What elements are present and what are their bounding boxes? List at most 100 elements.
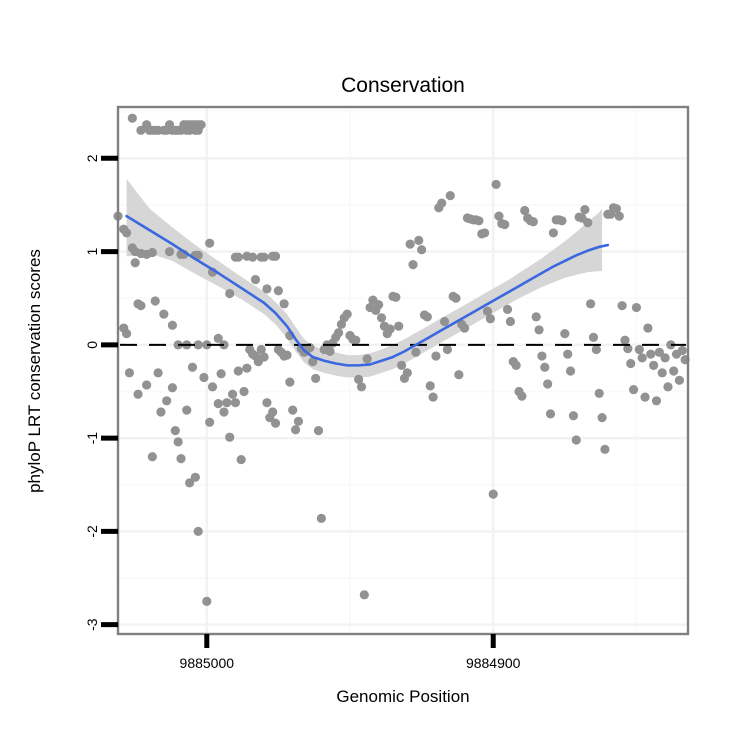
data-point xyxy=(643,323,653,333)
data-point xyxy=(342,309,352,319)
data-point xyxy=(482,306,493,316)
data-point xyxy=(611,204,621,214)
data-point xyxy=(121,329,132,339)
data-point xyxy=(674,375,685,385)
y-tick-label: -1 xyxy=(84,432,100,445)
data-point xyxy=(259,252,269,262)
data-point xyxy=(439,316,450,327)
data-point xyxy=(394,321,404,331)
data-point xyxy=(279,299,289,309)
data-point xyxy=(657,368,667,378)
y-tick-label: -3 xyxy=(84,618,100,631)
data-point xyxy=(531,312,541,322)
data-point xyxy=(617,301,627,311)
data-point xyxy=(311,373,321,384)
data-point xyxy=(239,386,249,397)
data-point xyxy=(502,304,513,315)
data-point xyxy=(474,216,484,226)
data-point xyxy=(431,351,441,361)
data-point xyxy=(565,366,576,376)
data-point xyxy=(205,417,215,427)
data-point xyxy=(586,299,596,309)
data-point xyxy=(136,125,146,135)
data-point xyxy=(202,340,212,350)
data-point xyxy=(534,325,544,335)
data-point xyxy=(597,413,607,423)
x-axis-title: Genomic Position xyxy=(336,687,469,706)
data-point xyxy=(654,347,664,357)
data-point xyxy=(494,211,504,221)
data-point xyxy=(193,250,203,260)
data-point xyxy=(193,526,203,537)
data-point xyxy=(124,368,135,378)
data-point xyxy=(560,329,570,339)
data-point xyxy=(666,340,676,350)
data-point xyxy=(396,360,407,370)
data-point xyxy=(660,353,670,363)
data-point xyxy=(480,228,490,238)
data-point xyxy=(408,260,418,270)
data-point xyxy=(233,366,243,376)
data-point xyxy=(225,432,235,442)
data-point xyxy=(351,335,361,345)
data-point xyxy=(459,323,470,333)
data-point xyxy=(313,426,324,436)
data-point xyxy=(333,328,344,338)
data-point xyxy=(273,286,283,296)
data-point xyxy=(405,239,415,249)
data-point xyxy=(580,205,590,215)
y-axis-ticks: 2 1 0 -1 -2 -3 xyxy=(84,154,118,631)
data-point xyxy=(511,360,521,370)
data-point xyxy=(233,252,243,262)
data-point xyxy=(170,426,180,436)
data-point xyxy=(631,302,642,313)
data-point xyxy=(121,228,132,238)
data-point xyxy=(356,382,367,392)
data-point xyxy=(285,377,295,387)
data-point xyxy=(262,284,272,294)
data-point xyxy=(626,358,636,369)
data-point xyxy=(545,409,556,419)
data-point xyxy=(414,235,424,245)
data-point xyxy=(127,113,137,123)
data-point xyxy=(540,362,550,372)
data-point xyxy=(256,344,266,355)
data-point xyxy=(225,288,235,299)
y-tick-label: 1 xyxy=(84,247,100,255)
data-point xyxy=(543,379,553,389)
data-point xyxy=(268,407,278,417)
data-point xyxy=(557,216,567,226)
data-point xyxy=(248,252,258,262)
data-point xyxy=(454,370,464,380)
data-point xyxy=(216,369,226,379)
data-point xyxy=(159,309,169,319)
data-point xyxy=(500,219,510,230)
data-point xyxy=(505,316,516,327)
data-point xyxy=(359,590,369,600)
data-point xyxy=(488,489,498,499)
data-point xyxy=(230,398,241,408)
plot-panel xyxy=(113,105,690,636)
data-point xyxy=(142,380,152,390)
data-point xyxy=(362,354,372,364)
data-point xyxy=(411,347,421,357)
data-point xyxy=(571,435,581,445)
data-point xyxy=(354,374,364,384)
data-point xyxy=(136,301,146,311)
data-point xyxy=(376,313,387,323)
data-point xyxy=(417,245,427,255)
data-point xyxy=(620,335,630,345)
data-point xyxy=(442,344,452,355)
data-point xyxy=(445,191,455,201)
grid-minor xyxy=(118,107,688,634)
data-point xyxy=(227,389,238,399)
data-point xyxy=(147,247,157,258)
data-point xyxy=(199,372,209,383)
data-point xyxy=(588,332,599,342)
data-point xyxy=(270,418,281,428)
data-point xyxy=(193,340,203,350)
data-point xyxy=(185,478,195,488)
data-point xyxy=(205,238,215,248)
page-title: Conservation xyxy=(341,74,465,97)
